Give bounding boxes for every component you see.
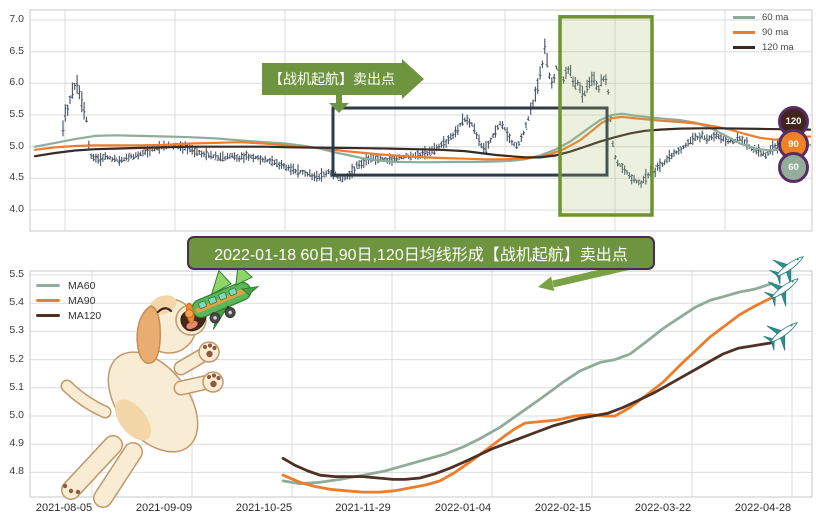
legend-label-ma90: MA90 [68, 294, 96, 307]
legend-label-120ma: 120 ma [762, 42, 794, 53]
legend-item-60ma: 60 ma [733, 10, 794, 25]
legend-swatch-ma90 [36, 298, 60, 303]
legend-swatch-120ma [733, 46, 755, 49]
badge-120-label: 120 [785, 116, 802, 127]
event-banner-text: 2022-01-18 60日,90日,120日均线形成【战机起航】卖出点 [214, 247, 628, 264]
legend-item-ma90: MA90 [36, 293, 101, 308]
breakout-zone-box [558, 15, 654, 217]
top-y-tick-4.0: 4.0 [9, 202, 24, 215]
banner-arrow-icon [538, 276, 555, 292]
top-ma-line-120ma [33, 127, 812, 159]
bottom-ma-line-MA120 [281, 341, 774, 481]
flag-arrowhead-icon [402, 59, 424, 99]
legend-item-90ma: 90 ma [733, 25, 794, 40]
x-tick-2022-01-04: 2022-01-04 [434, 502, 492, 514]
bottom-grid-border [29, 270, 813, 498]
flag-pointer-stem [336, 95, 342, 103]
legend-swatch-60ma [733, 16, 755, 19]
top-y-tick-4.5: 4.5 [9, 171, 24, 184]
top-grid [30, 10, 812, 231]
legend-item-120ma: 120 ma [733, 40, 794, 55]
bottom-y-tick-5.4: 5.4 [9, 296, 24, 309]
top-grid-border [29, 9, 813, 232]
bottom-y-tick-5.1: 5.1 [9, 380, 24, 393]
top-y-tick-5.5: 5.5 [9, 107, 24, 120]
x-tick-2021-11-29: 2021-11-29 [335, 502, 391, 514]
dog-ear [136, 305, 161, 364]
top-y-tick-5.0: 5.0 [9, 139, 24, 152]
airplane-icon-3 [759, 309, 808, 357]
x-tick-2022-02-15: 2022-02-15 [534, 502, 592, 514]
legend-item-ma60: MA60 [36, 278, 101, 293]
event-banner: 2022-01-18 60日,90日,120日均线形成【战机起航】卖出点 [187, 236, 655, 270]
bottom-y-tick-4.8: 4.8 [9, 465, 24, 478]
top-y-tick-7.0: 7.0 [9, 13, 24, 25]
flag-pointer-arrow-icon [329, 103, 349, 113]
toy-plane-icon [184, 263, 260, 330]
bottom-y-tick-5.0: 5.0 [9, 409, 24, 421]
badge-60: 60 [778, 152, 809, 183]
legend-swatch-ma60 [36, 283, 60, 288]
legend-label-90ma: 90 ma [762, 27, 789, 38]
legend-item-ma120: MA120 [36, 308, 101, 323]
sell-point-flag: 【战机起航】卖出点 [262, 63, 402, 95]
legend-label-60ma: 60 ma [762, 12, 789, 23]
bottom-y-tick-5.2: 5.2 [9, 352, 24, 365]
top-y-tick-6.5: 6.5 [9, 44, 24, 57]
top-ma-line-90ma [33, 115, 812, 161]
bottom-y-tick-5.3: 5.3 [9, 324, 24, 337]
badge-90-label: 90 [788, 139, 799, 150]
bottom-ma-line-MA60 [281, 282, 774, 486]
top-y-tick-6.0: 6.0 [9, 76, 24, 89]
consolidation-box [331, 106, 609, 177]
bottom-legend: MA60 MA90 MA120 [36, 278, 101, 323]
legend-swatch-90ma [733, 31, 755, 34]
legend-label-ma120: MA120 [68, 309, 102, 322]
bottom-y-tick-4.9: 4.9 [9, 437, 24, 450]
dog-illustration [60, 263, 260, 508]
x-tick-2022-03-22: 2022-03-22 [634, 502, 692, 514]
sell-point-flag-text: 【战机起航】卖出点 [269, 71, 395, 87]
x-tick-2021-09-09: 2021-09-09 [135, 502, 193, 514]
top-legend: 60 ma 90 ma 120 ma [733, 10, 794, 55]
x-tick-2022-04-28: 2022-04-28 [734, 502, 792, 514]
candlestick-bars [62, 38, 807, 188]
bottom-y-tick-5.5: 5.5 [9, 268, 24, 280]
badge-60-label: 60 [788, 162, 799, 173]
x-tick-2021-08-05: 2021-08-05 [35, 502, 93, 514]
x-tick-2021-10-25: 2021-10-25 [235, 502, 293, 514]
bottom-ma-line-MA90 [281, 296, 774, 494]
legend-label-ma60: MA60 [68, 279, 96, 292]
legend-swatch-ma120 [36, 313, 60, 318]
